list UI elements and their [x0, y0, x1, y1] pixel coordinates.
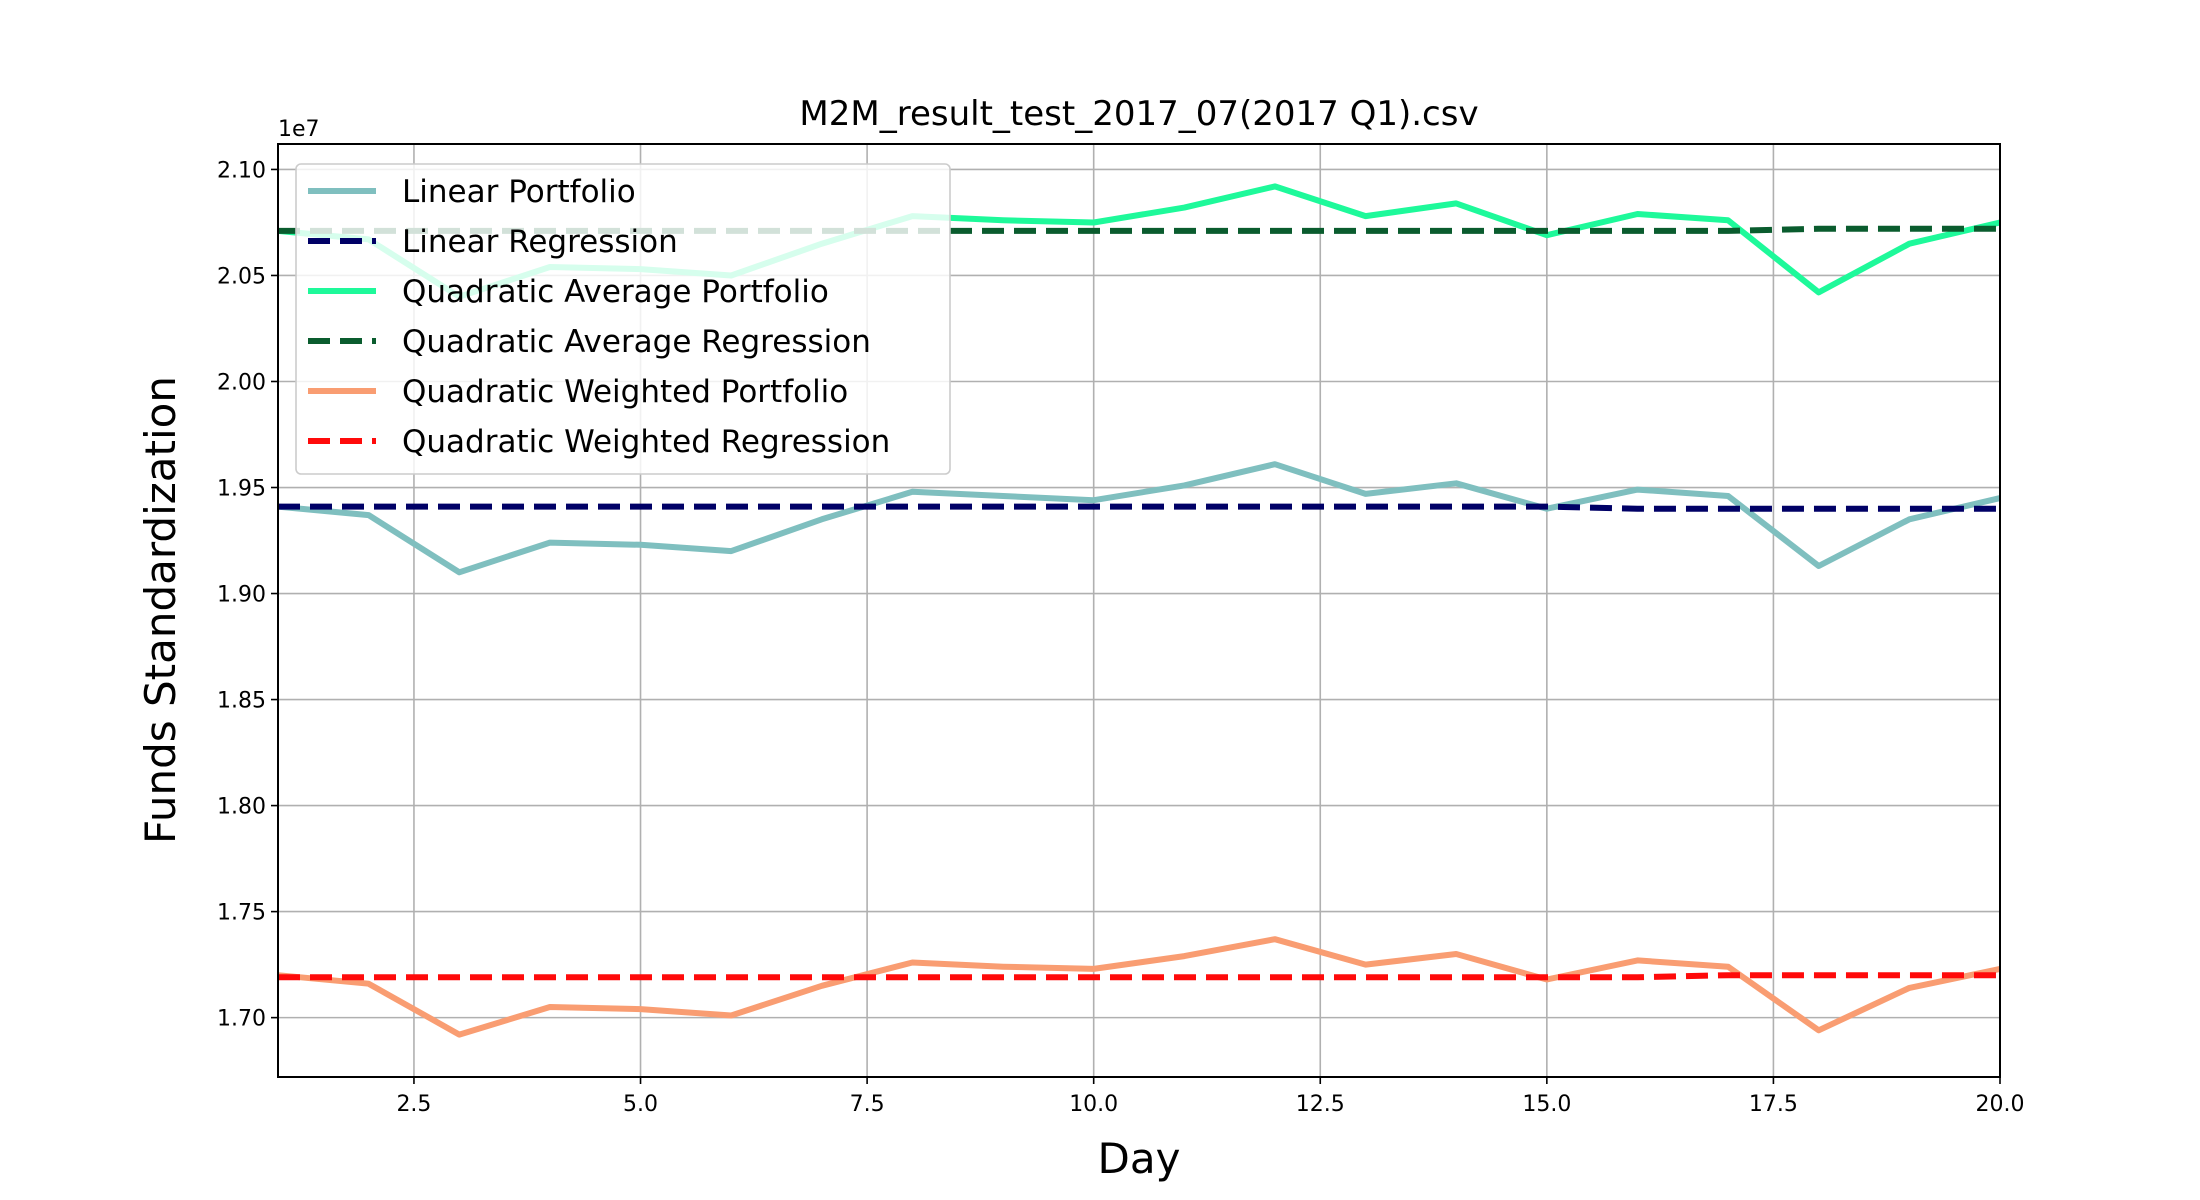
legend: Linear Portfolio Linear Regression Quadrat… [295, 163, 951, 475]
y-tick-label: 1.70 [217, 1007, 266, 1032]
legend-label: Linear Regression [402, 224, 678, 260]
y-tick-label: 2.00 [217, 370, 266, 395]
y-tick-label: 1.95 [217, 477, 266, 502]
y-tick-label: 1.80 [217, 795, 266, 820]
x-tick-label: 17.5 [1749, 1092, 1798, 1117]
legend-label: Quadratic Weighted Regression [402, 424, 890, 460]
x-tick-label: 12.5 [1296, 1092, 1345, 1117]
y-axis-title: Funds Standardization [136, 376, 185, 844]
y-tick-label: 1.75 [217, 901, 266, 926]
series-line-linear-portfolio [277, 461, 2001, 576]
legend-frame [295, 163, 951, 475]
plot-frame [277, 143, 2001, 1078]
x-tick-label: 10.0 [1069, 1092, 1118, 1117]
x-tick-label: 7.5 [850, 1092, 885, 1117]
chart-title: M2M_result_test_2017_07(2017 Q1).csv [799, 94, 1478, 134]
legend-label: Quadratic Average Regression [402, 324, 871, 360]
y-tick-label: 2.10 [217, 158, 266, 183]
y-offset-label: 1e7 [278, 117, 320, 142]
legend-label: Linear Portfolio [402, 174, 636, 210]
legend-label: Quadratic Average Portfolio [402, 274, 829, 310]
x-axis-title: Day [1098, 1134, 1181, 1183]
legend-label: Quadratic Weighted Portfolio [402, 374, 848, 410]
y-tick-label: 2.05 [217, 264, 266, 289]
x-tick-label: 5.0 [623, 1092, 658, 1117]
x-tick-label: 20.0 [1976, 1092, 2025, 1117]
y-tick-label: 1.85 [217, 689, 266, 714]
ticks: 2.5 5.0 7.5 10.0 12.5 15.0 17.5 20.0 1.70 1.75 1.8… [217, 158, 2024, 1117]
y-tick-label: 1.90 [217, 583, 266, 608]
series-line-quadratic-weighted-portfolio [277, 936, 2001, 1038]
x-tick-label: 15.0 [1522, 1092, 1571, 1117]
x-tick-label: 2.5 [396, 1092, 431, 1117]
